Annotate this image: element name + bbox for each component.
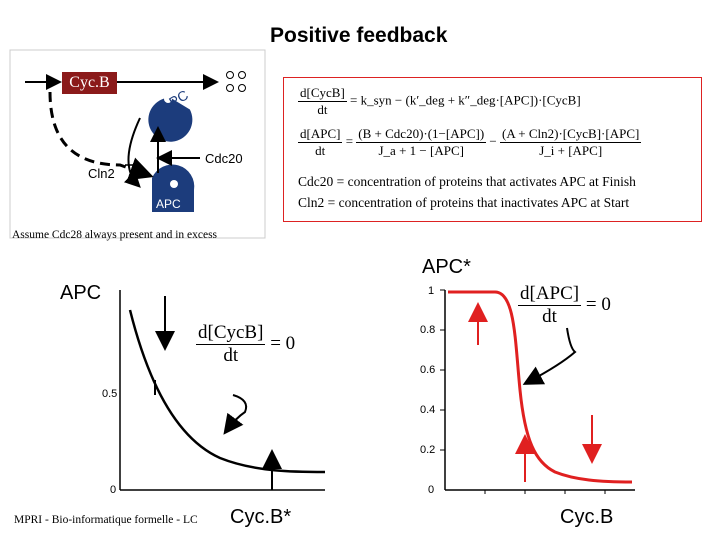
footer-text: MPRI - Bio-informatique formelle - LC (14, 514, 198, 526)
apc-inactive-label: APC (156, 197, 181, 211)
right-yticks (440, 289, 445, 451)
cln2-definition: Cln2 = concentration of proteins that in… (298, 195, 630, 210)
right-ytick-0.4: 0.4 (420, 404, 436, 416)
left-nullcline-pointer (223, 394, 248, 435)
right-xlabel: Cyc.B (560, 506, 614, 528)
apc-inactive-icon (152, 164, 195, 212)
equations-panel: d[CycB] dt = k_syn − (k′_deg + k″_deg·[AP… (283, 77, 702, 222)
left-nullcline-label: d[CycB] dt = 0 (196, 322, 296, 366)
degradation-products-icon (226, 71, 246, 92)
left-phase-plot (119, 290, 326, 491)
right-nullcline-pointer (522, 327, 577, 385)
cdc20-definition: Cdc20 = concentration of proteins that a… (298, 174, 636, 189)
left-tick-zero: 0 (110, 484, 117, 496)
left-ylabel: APC (60, 282, 102, 304)
right-ytick-0.6: 0.6 (420, 364, 436, 376)
right-ytick-1: 1 (428, 285, 435, 297)
right-ytick-0: 0 (428, 484, 435, 496)
right-ylabel: APC* (422, 256, 471, 278)
network-diagram (9, 49, 266, 239)
cycb-node: Cyc.B (62, 72, 117, 94)
right-nullcline-label: d[APC] dt = 0 (518, 283, 611, 327)
cln2-inactivation-arrow (123, 117, 141, 188)
apc-equation: d[APC] dt = (B + Cdc20)·(1−[APC]) J_a + 1 … (298, 126, 642, 158)
cln2-label: Cln2 (88, 166, 115, 181)
right-ytick-0.2: 0.2 (420, 444, 436, 456)
network-frame (9, 49, 266, 239)
left-xlabel: Cyc.B* (230, 506, 292, 528)
apc-nullcline-curve (448, 290, 633, 484)
cycb-nullcline-curve (128, 309, 326, 474)
left-tick-mid: 0.5 (102, 388, 118, 400)
right-xticks (484, 490, 606, 494)
page-title: Positive feedback (270, 24, 448, 47)
right-phase-plot (440, 289, 635, 494)
cycb-equation: d[CycB] dt = k_syn − (k′_deg + k″_deg·[AP… (298, 85, 581, 117)
cycb-feedback-arrow (48, 91, 154, 181)
assumption-text: Assume Cdc28 always present and in exces… (12, 229, 218, 241)
right-ytick-0.8: 0.8 (420, 324, 436, 336)
cdc20-label: Cdc20 (205, 151, 243, 166)
